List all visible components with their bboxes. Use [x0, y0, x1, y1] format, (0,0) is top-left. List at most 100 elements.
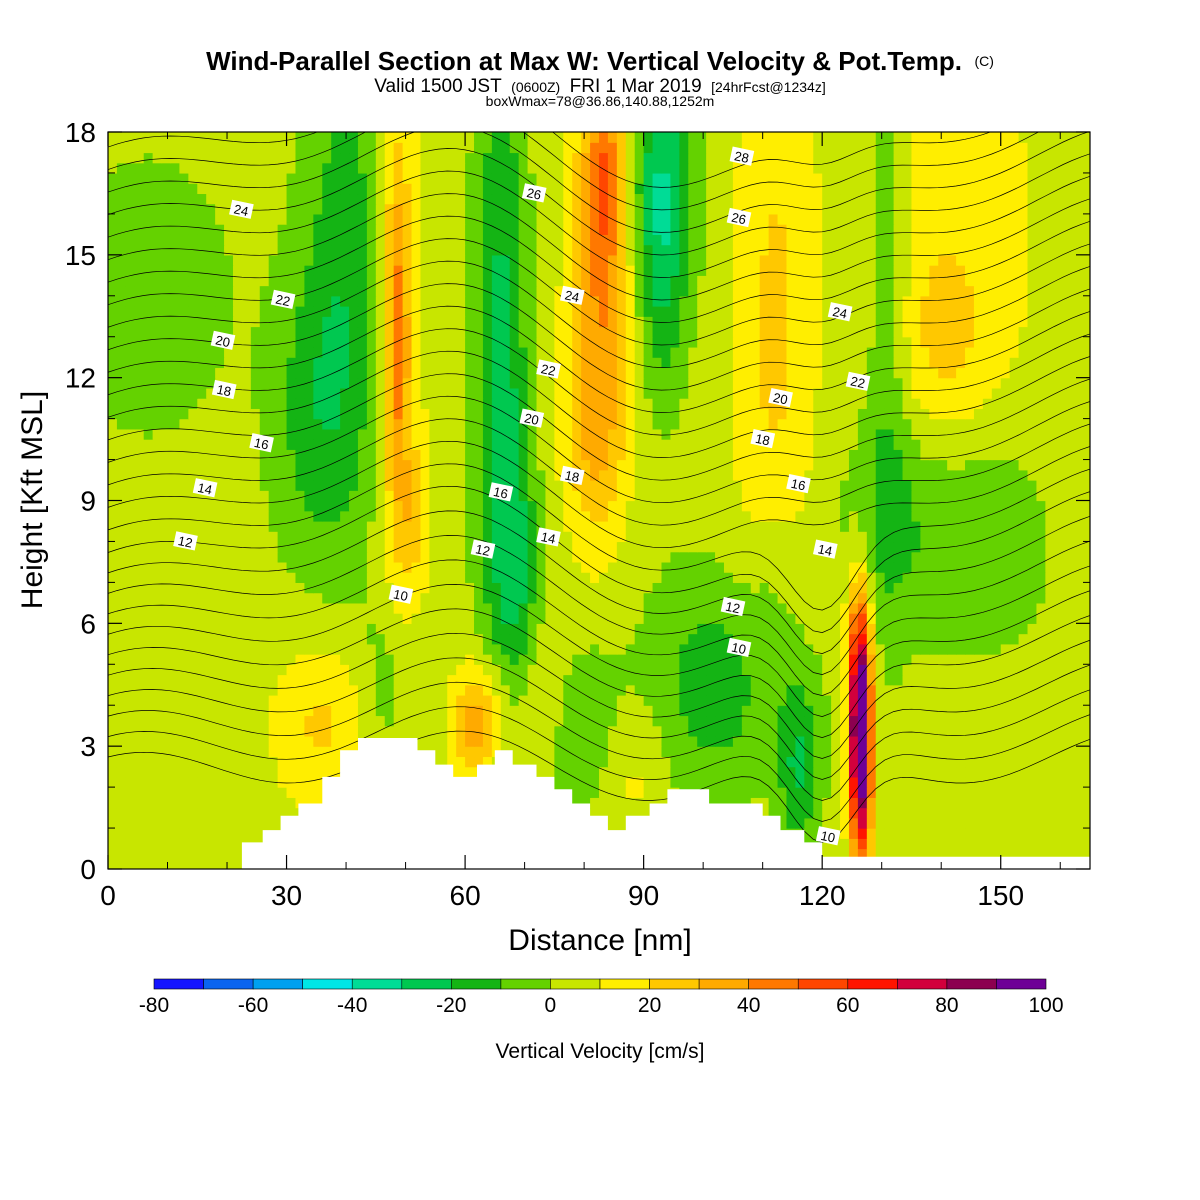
- w-cell: [152, 439, 163, 450]
- w-cell: [197, 510, 207, 522]
- w-cell: [991, 510, 1002, 522]
- w-cell: [393, 500, 404, 512]
- w-cell: [161, 787, 172, 798]
- w-cell: [884, 490, 895, 502]
- w-cell: [795, 633, 805, 645]
- w-cell: [840, 500, 850, 512]
- w-cell: [331, 520, 341, 532]
- w-cell: [438, 449, 448, 461]
- w-cell: [509, 746, 520, 758]
- w-cell: [161, 602, 172, 614]
- w-cell: [938, 735, 948, 747]
- w-cell: [438, 572, 448, 583]
- w-cell: [509, 602, 520, 614]
- w-cell: [991, 633, 1002, 645]
- w-cell: [491, 510, 502, 522]
- w-cell: [527, 520, 538, 532]
- w-cell: [893, 746, 904, 758]
- w-cell: [420, 592, 430, 604]
- w-cell: [929, 654, 939, 665]
- w-cell: [1072, 848, 1082, 860]
- w-cell: [1036, 725, 1046, 737]
- w-cell: [518, 510, 529, 522]
- w-cell: [741, 613, 752, 624]
- w-cell: [304, 633, 314, 645]
- w-cell: [893, 684, 904, 696]
- w-cell: [402, 408, 413, 420]
- w-cell: [375, 531, 386, 543]
- w-cell: [599, 408, 609, 420]
- w-cell: [786, 674, 796, 686]
- w-cell: [411, 623, 422, 635]
- w-cell: [357, 480, 368, 491]
- w-cell: [848, 531, 859, 543]
- w-cell: [679, 633, 689, 645]
- w-cell: [920, 480, 930, 491]
- w-cell: [420, 694, 430, 706]
- w-cell: [1009, 408, 1020, 420]
- w-cell: [786, 490, 796, 502]
- w-cell: [241, 705, 252, 717]
- w-cell: [750, 633, 761, 645]
- w-cell: [1009, 807, 1020, 819]
- w-cell: [741, 459, 752, 471]
- w-cell: [1081, 439, 1090, 450]
- w-cell: [554, 776, 564, 788]
- w-cell: [715, 418, 725, 430]
- w-cell: [1036, 428, 1046, 440]
- w-cell: [1063, 592, 1073, 604]
- w-cell: [1036, 561, 1046, 573]
- w-cell: [956, 582, 966, 594]
- w-cell: [715, 623, 725, 635]
- w-cell: [241, 428, 252, 440]
- w-cell: [741, 541, 752, 553]
- w-cell: [518, 623, 529, 635]
- w-cell: [545, 439, 555, 450]
- w-cell: [661, 449, 672, 461]
- w-cell: [741, 766, 752, 778]
- w-cell: [813, 715, 823, 727]
- w-cell: [893, 541, 904, 553]
- w-cell: [465, 633, 475, 645]
- w-cell: [1018, 664, 1029, 676]
- w-cell: [313, 674, 323, 686]
- w-cell: [616, 633, 627, 645]
- w-cell: [902, 469, 913, 481]
- w-cell: [125, 797, 136, 809]
- w-cell: [545, 633, 555, 645]
- w-cell: [893, 531, 904, 543]
- w-cell: [116, 838, 127, 850]
- vertical-velocity-field: [108, 132, 1090, 869]
- w-cell: [366, 561, 377, 573]
- w-cell: [581, 654, 591, 665]
- w-cell: [179, 725, 189, 737]
- w-cell: [599, 705, 609, 717]
- w-cell: [956, 817, 966, 829]
- w-cell: [491, 582, 502, 594]
- w-cell: [322, 561, 332, 573]
- w-cell: [1072, 469, 1082, 481]
- w-cell: [813, 418, 823, 430]
- w-cell: [643, 551, 654, 563]
- w-cell: [268, 807, 279, 819]
- w-cell: [331, 746, 341, 758]
- w-cell: [965, 459, 975, 471]
- w-cell: [768, 602, 779, 614]
- w-cell: [143, 572, 154, 583]
- w-cell: [108, 715, 118, 727]
- w-cell: [831, 787, 841, 798]
- w-cell: [697, 664, 707, 676]
- w-cell: [875, 592, 886, 604]
- w-cell: [224, 623, 234, 635]
- w-cell: [366, 694, 377, 706]
- w-cell: [973, 828, 984, 839]
- w-cell: [706, 500, 716, 512]
- w-cell: [572, 459, 582, 471]
- w-cell: [991, 654, 1002, 665]
- w-cell: [902, 838, 913, 850]
- w-cell: [161, 633, 172, 645]
- w-cell: [866, 797, 877, 809]
- w-cell: [1027, 828, 1038, 839]
- w-cell: [911, 787, 921, 798]
- w-cell: [1045, 828, 1055, 839]
